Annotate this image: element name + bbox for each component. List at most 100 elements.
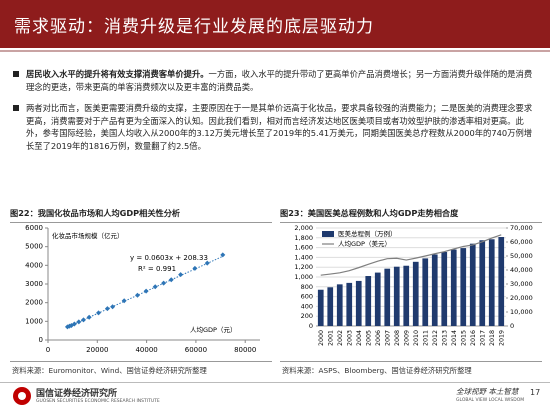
bar [441, 252, 448, 326]
bar [355, 280, 362, 326]
y-tick-label: 3000 [25, 280, 43, 288]
legend-label: 人均GDP（美元） [338, 239, 391, 248]
bar [469, 243, 476, 326]
x-tick-label: 2017 [479, 330, 486, 346]
y2-tick-label: 60,000 [510, 238, 533, 246]
point [104, 306, 110, 312]
y-tick-label: 0 [39, 336, 43, 344]
point [152, 284, 158, 290]
logo-mark [13, 387, 31, 405]
x-tick-label: 20000 [86, 346, 108, 354]
y2-tick-label: 50,000 [510, 252, 533, 260]
bar [365, 276, 372, 326]
bar [498, 237, 505, 326]
x-tick-label: 2012 [432, 330, 439, 346]
y-tick-label: 4000 [25, 261, 43, 269]
legend-swatch [322, 231, 334, 237]
bullet-text: 一方面，收入水平的提升带动了更高单价产品消费增长；另一方面消费升级伴随的是消费理… [26, 69, 533, 92]
x-tick-label: 2003 [346, 330, 353, 346]
x-tick-label: 2014 [451, 330, 458, 346]
page-title: 需求驱动：消费升级是行业发展的底层驱动力 [14, 17, 374, 37]
logo-en: GUOSEN SECURITIES ECONOMIC RESEARCH INST… [36, 399, 160, 404]
bar [336, 284, 343, 326]
x-tick-label: 80000 [234, 346, 256, 354]
bar [450, 249, 457, 326]
bullet-lead: 居民收入水平的提升将有效支撑消费客单价提升。 [26, 69, 209, 79]
point [110, 304, 116, 310]
y2-tick-label: 40,000 [510, 266, 533, 274]
bar [431, 254, 438, 326]
y2-tick-label: 30,000 [510, 280, 533, 288]
bullet: 两者对比而言，医美更需要消费升级的支撑，主要原因在于一是其单价远高于化妆品，要求… [12, 102, 540, 152]
bullet-text: 两者对比而言，医美更需要消费升级的支撑，主要原因在于一是其单价远高于化妆品，要求… [26, 103, 533, 151]
header-rule [0, 50, 550, 52]
rule [10, 361, 272, 362]
x-tick-label: 2004 [356, 330, 363, 346]
x-tick-label: 2010 [413, 330, 420, 346]
bullet: 居民收入水平的提升将有效支撑消费客单价提升。一方面，收入水平的提升带动了更高单价… [12, 68, 540, 93]
y2-tick-label: 10,000 [510, 308, 533, 316]
x-tick-label: 40000 [135, 346, 157, 354]
y-tick-label: 6000 [25, 224, 43, 232]
x-tick-label: 2002 [337, 330, 344, 346]
footer-rule [0, 382, 550, 383]
point [86, 314, 92, 320]
x-tick-label: 2013 [441, 330, 448, 346]
y-tick-label: 800 [301, 283, 313, 291]
bar [422, 258, 429, 326]
y-tick-label: 1,400 [294, 253, 313, 261]
y2-tick-label: 70,000 [510, 224, 533, 232]
point [96, 310, 102, 316]
x-tick-label: 2009 [403, 330, 410, 346]
legend-label: 医美总程例（万例） [338, 229, 397, 238]
y-tick-label: 2,000 [294, 224, 313, 232]
point [192, 265, 198, 271]
source: 资料来源：ASPS、Bloomberg、国信证券经济研究所整理 [282, 366, 472, 375]
bar [346, 282, 353, 326]
trend-r2: R² = 0.991 [138, 265, 176, 273]
point [168, 277, 174, 283]
y-tick-label: 200 [301, 312, 313, 320]
x-tick-label: 2018 [489, 330, 496, 346]
x-tick-label: 2016 [470, 330, 477, 346]
x-tick-label: 2007 [384, 330, 391, 346]
rule [280, 361, 542, 362]
y-tick-label: 0 [309, 322, 313, 330]
y-tick-label: 1,800 [294, 234, 313, 242]
bar [327, 287, 334, 326]
point [76, 319, 82, 325]
x-tick-label: 2011 [422, 330, 429, 346]
point [71, 321, 77, 327]
line [320, 234, 502, 276]
x-tick-label: 2015 [460, 330, 467, 346]
bar [479, 240, 486, 326]
y2-tick-label: 20,000 [510, 294, 533, 302]
y-tick-label: 1,200 [294, 263, 313, 271]
y-tick-label: 1,600 [294, 244, 313, 252]
y-tick-label: 400 [301, 302, 313, 310]
trend-equation: y = 0.0603x + 208.33 [130, 254, 208, 262]
x-tick-label: 2008 [394, 330, 401, 346]
y-tick-label: 2000 [25, 299, 43, 307]
bar [460, 248, 467, 326]
bar [412, 261, 419, 326]
x-tick-label: 2019 [498, 330, 505, 346]
x-tick-label: 2005 [365, 330, 372, 346]
point [178, 272, 184, 278]
x-tick-label: 60000 [185, 346, 207, 354]
x-tick-label: 2006 [375, 330, 382, 346]
y2-tick-label: 0 [510, 322, 514, 330]
x-axis-label: 人均GDP（元） [190, 325, 236, 334]
bar [403, 265, 410, 326]
header: 需求驱动：消费升级是行业发展的底层驱动力 [0, 0, 550, 48]
y-tick-label: 1,000 [294, 273, 313, 281]
chart-title: 图22：我国化妆品市场和人均GDP相关性分析 [10, 207, 272, 223]
logo-cn: 国信证券经济研究所 [36, 389, 118, 399]
bar [374, 272, 381, 326]
bar [384, 268, 391, 326]
point [80, 317, 86, 323]
slogan-en: GLOBAL VIEW LOCAL WISDOM [456, 398, 525, 403]
